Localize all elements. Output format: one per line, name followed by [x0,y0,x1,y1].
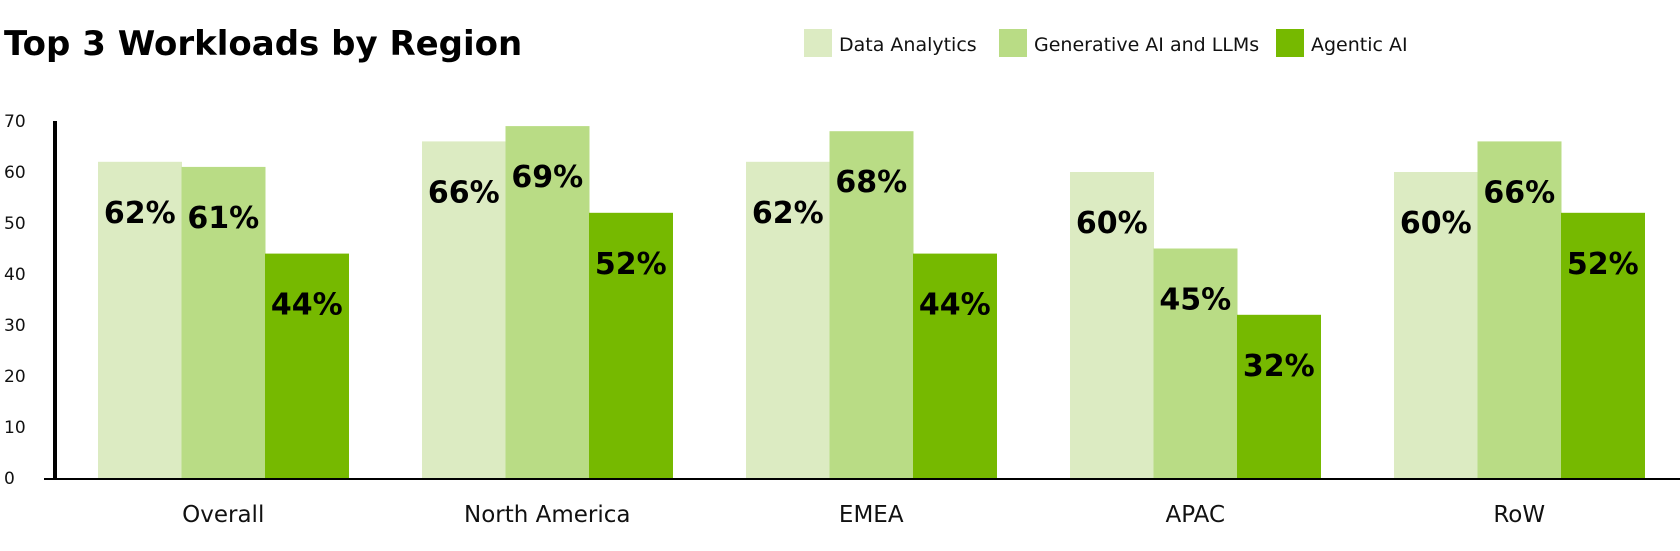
data-label: 68% [835,165,907,200]
y-axis: 0 10 20 30 40 50 60 70 [4,112,57,489]
bar-0-0 [98,161,182,479]
data-label: 52% [595,247,667,282]
legend-label-1: Generative AI and LLMs [1034,34,1259,56]
bar-1-1 [505,126,590,478]
x-axis: Overall North America EMEA APAC RoW [44,478,1680,528]
data-label: 44% [919,288,991,323]
bars [98,126,1645,479]
legend: Data Analytics Generative AI and LLMs Agen… [804,29,1408,57]
bar-0-2 [265,253,349,478]
data-label: 62% [104,196,176,231]
bar-2-0 [746,161,830,479]
data-label: 60% [1400,206,1472,241]
y-tick-label: 20 [4,367,26,387]
chart-title: Top 3 Workloads by Region [4,24,522,64]
bar-4-0 [1394,172,1478,478]
bar-2-2 [913,253,997,478]
data-label: 44% [271,288,343,323]
legend-label-2: Agentic AI [1311,34,1408,56]
data-label: 66% [428,175,500,210]
data-labels: 62% 61% 44% 66% 69% 52% 62% 68% 44% 60% 45% 32% 60% 6… [104,160,1639,384]
bar-1-0 [422,141,506,478]
bar-4-1 [1477,141,1562,478]
bar-2-1 [829,131,914,478]
y-tick-label: 10 [4,418,26,438]
y-tick-label: 30 [4,316,26,336]
data-label: 52% [1567,247,1639,282]
data-label: 60% [1076,206,1148,241]
y-tick-label: 60 [4,163,26,183]
data-label: 61% [187,201,259,236]
x-category-label: North America [464,502,631,528]
x-category-label: EMEA [839,502,904,528]
legend-swatch-0 [804,29,832,57]
x-category-label: APAC [1165,502,1225,528]
bar-3-0 [1070,172,1154,478]
y-tick-label: 0 [4,469,15,489]
data-label: 32% [1243,349,1315,384]
bar-3-1 [1153,248,1238,478]
legend-swatch-2 [1276,29,1304,57]
bar-1-2 [589,212,673,479]
data-label: 45% [1159,283,1231,318]
y-tick-label: 40 [4,265,26,285]
data-label: 62% [752,196,824,231]
data-label: 66% [1483,175,1555,210]
x-category-label: RoW [1493,502,1545,528]
y-tick-label: 50 [4,214,26,234]
bar-4-2 [1561,212,1645,479]
legend-label-0: Data Analytics [839,34,977,56]
data-label: 69% [511,160,583,195]
y-tick-label: 70 [4,112,26,132]
legend-swatch-1 [999,29,1027,57]
x-category-label: Overall [182,502,264,528]
bar-3-2 [1237,314,1321,478]
bar-0-1 [181,166,266,478]
